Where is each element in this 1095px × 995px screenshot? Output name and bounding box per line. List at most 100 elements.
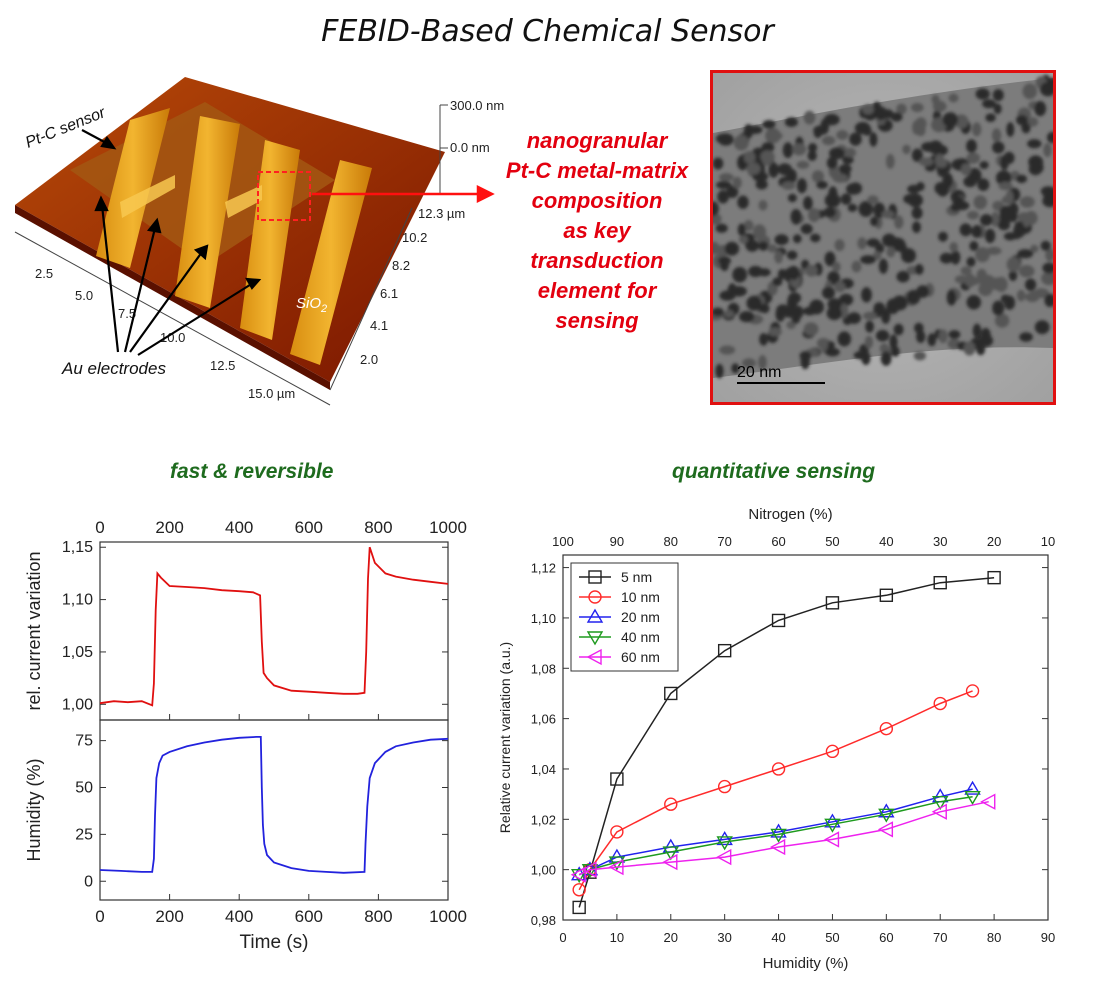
- data-point: [824, 813, 841, 828]
- tem-grain: [836, 130, 849, 140]
- tem-grain: [713, 213, 722, 225]
- data-point: [771, 762, 786, 776]
- tem-grain: [849, 132, 862, 146]
- tem-grain: [960, 266, 972, 276]
- tem-grain: [886, 246, 896, 258]
- tem-grain: [743, 124, 754, 139]
- tem-grain: [826, 306, 842, 321]
- tem-grain: [839, 293, 854, 306]
- tem-grain: [995, 170, 1012, 186]
- tem-grain: [834, 281, 846, 293]
- tem-grain: [758, 355, 767, 370]
- tem-grain: [826, 156, 838, 169]
- x-top-tick-label: 800: [364, 518, 392, 537]
- tem-grain: [775, 306, 786, 322]
- tem-grain: [993, 103, 1002, 115]
- tem-grain: [891, 346, 900, 357]
- x-top-tick-label: 0: [95, 518, 104, 537]
- tem-grain: [810, 233, 821, 243]
- tem-grain: [737, 195, 749, 209]
- tem-grain: [834, 239, 845, 252]
- tem-grain: [934, 153, 945, 168]
- tem-grain: [954, 275, 968, 284]
- data-point: [716, 836, 733, 851]
- x-tick-label: 200: [155, 907, 183, 926]
- tem-grain: [960, 163, 972, 176]
- x-tick-label: 600: [295, 907, 323, 926]
- tem-grain: [932, 100, 947, 112]
- tem-grain: [733, 134, 749, 151]
- tem-grain: [880, 351, 892, 366]
- data-point: [716, 848, 732, 866]
- tem-grain: [726, 185, 739, 198]
- tem-grain: [824, 193, 841, 208]
- series-line: [578, 795, 973, 876]
- tem-grain: [826, 341, 835, 350]
- x-tick-label: 0: [95, 907, 104, 926]
- series-line: [578, 788, 973, 876]
- tem-grain: [881, 210, 895, 219]
- tem-grain: [902, 144, 911, 155]
- tem-grain: [979, 161, 989, 170]
- x-tick-label: 30: [717, 930, 731, 945]
- data-point: [964, 790, 981, 806]
- y-tick-label: 12.3 µm: [418, 206, 465, 221]
- tem-grain: [857, 237, 867, 250]
- data-point: [586, 608, 604, 623]
- tem-grain: [825, 347, 840, 357]
- tem-grain: [927, 333, 937, 347]
- tem-grain: [1042, 262, 1053, 274]
- series-line: [578, 690, 973, 891]
- data-point: [588, 590, 602, 604]
- x-top-tick-label: 400: [225, 518, 253, 537]
- data-point: [770, 838, 786, 856]
- tem-grain: [881, 308, 891, 324]
- tem-grain: [889, 334, 898, 350]
- y-tick-label: 1,00: [531, 863, 556, 878]
- tem-grain: [886, 298, 900, 315]
- tem-grain: [838, 164, 852, 174]
- x-top-tick-label: 10: [1041, 534, 1055, 549]
- tem-grain: [896, 103, 907, 115]
- y-tick-label: 4.1: [370, 318, 388, 333]
- tem-grain: [1000, 155, 1009, 171]
- tem-grain: [890, 112, 903, 122]
- tem-grain: [796, 178, 807, 194]
- tem-grain: [803, 322, 819, 336]
- data-point: [608, 858, 624, 876]
- tem-grain: [862, 311, 878, 321]
- annotation-line: transduction: [530, 248, 664, 273]
- data-point: [933, 575, 947, 590]
- y-tick-label: 1,06: [531, 712, 556, 727]
- tem-grain: [847, 203, 858, 212]
- tem-grain: [948, 330, 961, 339]
- x-top-tick-label: 1000: [429, 518, 467, 537]
- tem-grain: [715, 363, 724, 379]
- electrode-arrows: [81, 129, 262, 356]
- data-point: [770, 823, 787, 838]
- y-tick-label: 1,15: [62, 539, 93, 556]
- data-point: [980, 793, 996, 810]
- tem-grain: [791, 312, 801, 324]
- tem-grain: [914, 264, 924, 275]
- tem-grain: [739, 311, 755, 323]
- y-tick-label: 50: [75, 780, 93, 797]
- tem-grain: [800, 223, 813, 235]
- left-panel-title: fast & reversible: [170, 460, 334, 483]
- data-point: [608, 856, 626, 871]
- tem-grain: [1000, 294, 1010, 303]
- legend-label: 10 nm: [621, 589, 660, 605]
- tem-grain: [966, 139, 977, 153]
- tem-grain: [837, 331, 852, 347]
- tem-grain: [719, 173, 734, 182]
- data-point: [586, 648, 602, 666]
- tem-grain: [869, 132, 878, 147]
- tem-grain: [713, 241, 720, 255]
- tem-grain: [748, 265, 763, 278]
- data-point: [570, 866, 586, 883]
- tem-grain: [918, 157, 934, 167]
- tem-grain: [894, 215, 904, 230]
- x-top-tick-label: 100: [552, 534, 574, 549]
- tem-grain: [847, 312, 861, 324]
- tem-grain: [792, 143, 807, 156]
